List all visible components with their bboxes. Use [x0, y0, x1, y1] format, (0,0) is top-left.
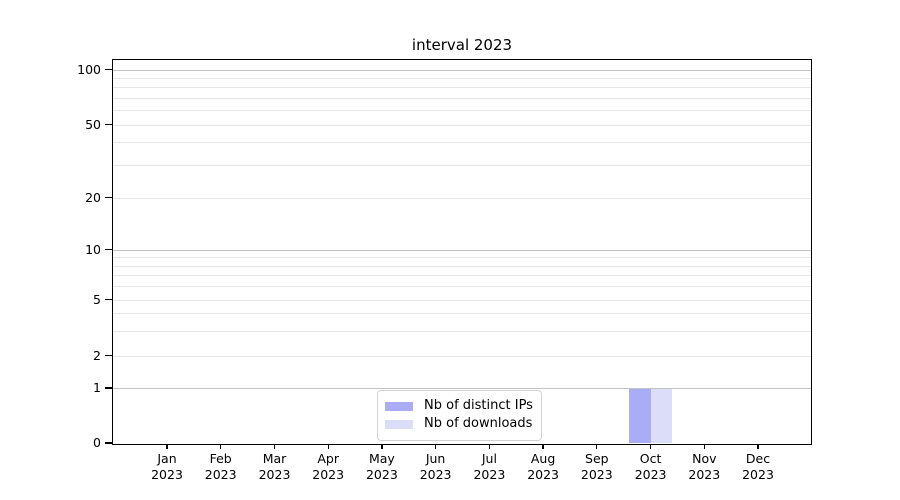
x-tick-label: May 2023 — [352, 451, 412, 484]
y-tick-label: 1 — [93, 380, 101, 395]
x-tick-month: Feb — [209, 450, 232, 466]
x-tick-label: Sep 2023 — [567, 451, 627, 484]
y-gridline-minor — [113, 110, 811, 111]
y-gridline-minor — [113, 257, 811, 259]
x-tick-month: Jan — [157, 450, 177, 466]
y-tick-mark — [105, 123, 112, 126]
x-tick-mark — [327, 443, 329, 449]
x-tick-month: Aug — [530, 450, 556, 466]
x-tick-label: Feb 2023 — [191, 451, 251, 484]
x-tick-label: Jul 2023 — [459, 451, 519, 484]
x-tick-mark — [166, 443, 168, 449]
x-tick-year: 2023 — [580, 467, 613, 482]
legend-label-downloads: Nb of downloads — [424, 416, 533, 431]
x-tick-mark — [381, 443, 383, 449]
y-gridline-minor — [113, 142, 811, 144]
x-tick-mark — [542, 443, 544, 449]
x-tick-year: 2023 — [258, 467, 291, 482]
y-gridline — [113, 197, 811, 199]
y-gridline-minor — [113, 97, 811, 99]
y-tick-mark — [105, 196, 112, 199]
y-tick-label: 2 — [93, 347, 101, 363]
x-tick-mark — [649, 443, 652, 449]
legend-swatch-distinct-ips — [385, 401, 413, 411]
x-tick-month: Nov — [692, 450, 717, 466]
y-gridline — [113, 69, 811, 71]
legend-item-distinct-ips: Nb of distinct IPs — [385, 398, 533, 414]
x-tick-mark — [434, 443, 437, 449]
x-tick-label: Oct 2023 — [621, 451, 681, 484]
x-tick-month: Oct — [639, 450, 662, 466]
x-tick-month: Mar — [262, 450, 287, 466]
x-tick-label: Nov 2023 — [674, 451, 734, 484]
x-tick-month: Sep — [585, 450, 609, 466]
bar-downloads — [650, 388, 673, 443]
plot-area: 0 1 2 5 10 20 50 100 Jan 2023 Feb 2023 Mar 2023 Apr 202… — [77, 58, 812, 482]
y-gridline — [113, 299, 811, 301]
y-tick-label: 5 — [93, 291, 101, 307]
x-tick-mark — [703, 443, 705, 449]
y-gridline — [113, 124, 811, 126]
x-tick-year: 2023 — [527, 467, 559, 482]
y-tick-label: 10 — [85, 241, 101, 257]
y-gridline-minor — [113, 165, 811, 167]
bar-distinct-ips — [629, 388, 651, 443]
y-gridline-minor — [113, 313, 811, 315]
legend-swatch-downloads — [385, 419, 413, 429]
x-tick-label: Aug 2023 — [513, 451, 573, 484]
y-tick-label: 0 — [93, 435, 101, 450]
x-tick-year: 2023 — [634, 467, 667, 482]
x-tick-month: Jul — [481, 450, 497, 466]
y-gridline-minor — [113, 77, 811, 79]
x-tick-label: Jan 2023 — [137, 451, 197, 484]
x-tick-label: Apr 2023 — [298, 451, 358, 484]
y-tick-label: 100 — [77, 61, 101, 77]
x-tick-label: Dec 2023 — [728, 451, 788, 484]
y-gridline — [113, 249, 811, 251]
legend-label-distinct-ips: Nb of distinct IPs — [424, 398, 533, 413]
chart-title: interval 2023 — [411, 36, 513, 54]
y-gridline-minor — [113, 286, 811, 288]
x-tick-mark — [488, 443, 491, 449]
y-gridline-minor — [113, 275, 811, 277]
x-tick-label: Mar 2023 — [245, 451, 305, 484]
y-gridline — [113, 388, 811, 389]
y-gridline-minor — [113, 87, 811, 89]
x-tick-label: Jun 2023 — [406, 451, 466, 484]
x-tick-year: 2023 — [151, 467, 183, 482]
x-tick-month: Dec — [745, 450, 771, 466]
x-tick-month: May — [368, 450, 395, 466]
x-tick-year: 2023 — [312, 467, 345, 482]
y-tick-label: 20 — [85, 189, 101, 205]
x-tick-mark — [596, 443, 598, 449]
x-tick-mark — [273, 443, 276, 449]
x-tick-year: 2023 — [419, 467, 452, 482]
y-tick-mark — [105, 248, 112, 251]
x-tick-month: Apr — [317, 450, 339, 466]
x-tick-mark — [220, 443, 222, 449]
x-tick-year: 2023 — [688, 467, 721, 482]
y-tick-mark — [105, 298, 112, 301]
y-gridline — [113, 355, 811, 357]
y-gridline-minor — [113, 265, 811, 267]
x-tick-year: 2023 — [204, 467, 237, 482]
legend-item-downloads: Nb of downloads — [385, 416, 533, 432]
y-tick-mark — [105, 442, 112, 444]
y-tick-label: 50 — [85, 116, 101, 132]
y-tick-mark — [105, 68, 112, 71]
y-tick-mark — [105, 387, 112, 389]
x-tick-year: 2023 — [365, 467, 398, 482]
legend: Nb of distinct IPs Nb of downloads — [377, 390, 542, 441]
y-tick-mark — [105, 354, 112, 357]
x-tick-mark — [757, 443, 759, 449]
y-gridline-minor — [113, 330, 811, 332]
x-tick-year: 2023 — [742, 467, 774, 482]
x-tick-month: Jun — [425, 450, 446, 466]
x-tick-year: 2023 — [473, 467, 506, 482]
